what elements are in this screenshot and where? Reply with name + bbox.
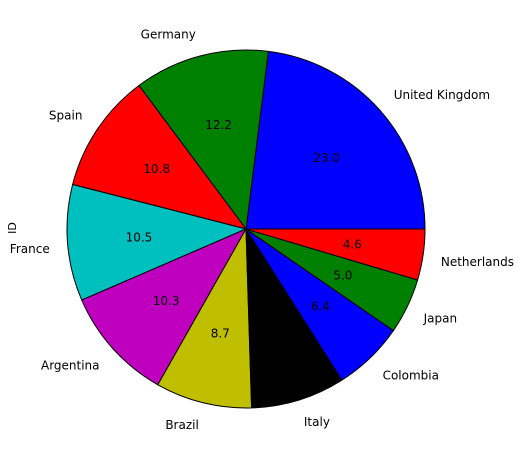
pie-value-label: 4.6 (343, 237, 362, 251)
pie-category-label: Brazil (165, 418, 199, 432)
pie-slices (67, 50, 425, 408)
pie-value-label: 23.0 (313, 151, 340, 165)
pie-category-label: Netherlands (441, 255, 514, 269)
y-axis-label: ID (6, 222, 19, 234)
pie-value-label: 5.0 (333, 268, 352, 282)
pie-value-label: 12.2 (205, 118, 232, 132)
pie-category-label: Argentina (41, 358, 100, 372)
pie-value-label: 10.3 (153, 294, 180, 308)
pie-value-label: 10.8 (143, 162, 170, 176)
pie-value-label: 10.5 (126, 230, 153, 244)
pie-category-label: Japan (423, 312, 457, 326)
pie-category-label: Colombia (383, 369, 439, 383)
pie-category-label: United Kingdom (394, 88, 490, 102)
pie-category-label: Spain (49, 108, 83, 122)
pie-value-label: 8.7 (211, 326, 230, 340)
pie-value-label: 6.4 (311, 299, 330, 313)
pie-category-label: Italy (304, 415, 330, 429)
pie-slice-united-kingdom (246, 51, 425, 229)
pie-category-label: Germany (141, 28, 196, 42)
pie-category-label: France (10, 242, 50, 256)
